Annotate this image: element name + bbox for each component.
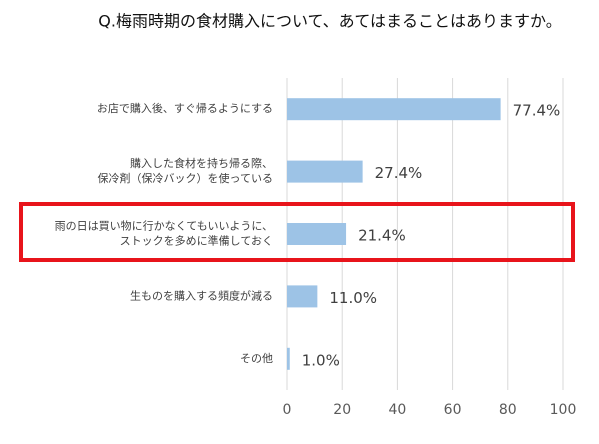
bar bbox=[287, 160, 363, 183]
y-tick-label: ストックを多めに準備しておく bbox=[120, 234, 273, 248]
bar bbox=[287, 285, 318, 308]
y-tick-label: その他 bbox=[240, 352, 273, 365]
y-tick-label: 生ものを購入する頻度が減る bbox=[130, 288, 273, 302]
y-tick-label: 購入した食材を持ち帰る際、 bbox=[130, 156, 273, 170]
y-tick-label: お店で購入後、すぐ帰るようにする bbox=[97, 101, 273, 115]
bar bbox=[287, 347, 290, 370]
value-label: 11.0% bbox=[329, 289, 377, 307]
y-tick-label: 雨の日は買い物に行かなくてもいいように、 bbox=[55, 219, 273, 233]
value-label: 21.4% bbox=[358, 227, 406, 245]
highlight-box bbox=[19, 202, 575, 262]
x-tick-label: 60 bbox=[444, 402, 462, 418]
value-label: 1.0% bbox=[302, 351, 340, 369]
value-label: 27.4% bbox=[375, 164, 423, 182]
x-tick-label: 0 bbox=[283, 402, 292, 418]
x-tick-label: 40 bbox=[388, 402, 406, 418]
plot-area: 0 20 40 60 80 100 お店で購入後、すぐ帰るようにする 77.4% 購入した食材を… bbox=[55, 78, 577, 418]
chart-title: Q.梅雨時期の食材購入について、あてはまることはありますか。 bbox=[98, 12, 561, 31]
bar bbox=[287, 98, 501, 121]
y-tick-label: 保冷剤（保冷バック）を使っている bbox=[98, 171, 273, 185]
value-label: 77.4% bbox=[513, 102, 561, 120]
x-tick-label: 80 bbox=[499, 402, 517, 418]
x-tick-label: 100 bbox=[550, 402, 577, 418]
bar bbox=[287, 223, 347, 245]
x-tick-label: 20 bbox=[333, 402, 351, 418]
